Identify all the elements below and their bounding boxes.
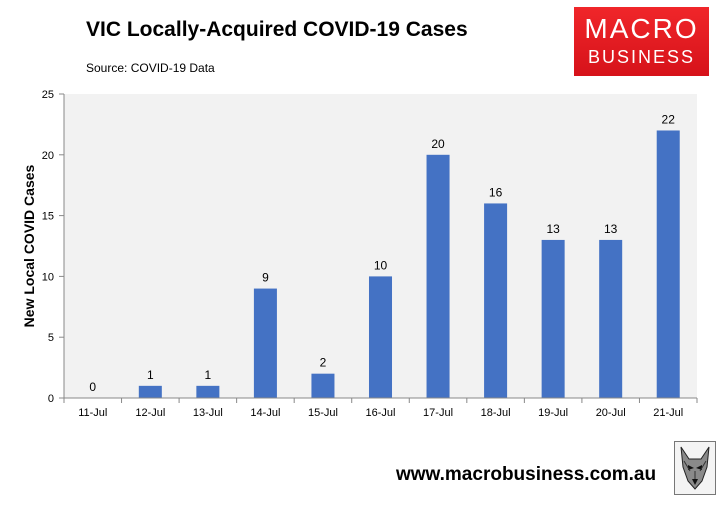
x-tick-label: 12-Jul	[135, 407, 165, 419]
logo-line-2: BUSINESS	[587, 47, 696, 67]
bar	[138, 385, 162, 398]
y-tick-label: 20	[42, 150, 54, 162]
bar	[541, 239, 565, 398]
x-tick-label: 16-Jul	[366, 407, 396, 419]
bar-data-label: 13	[546, 222, 560, 236]
y-tick-label: 10	[42, 271, 54, 283]
bar	[196, 385, 220, 398]
x-tick-label: 18-Jul	[481, 407, 511, 419]
bar	[311, 373, 335, 398]
y-tick-label: 15	[42, 211, 54, 223]
website-url: www.macrobusiness.com.au	[396, 464, 657, 485]
x-tick-label: 21-Jul	[653, 407, 683, 419]
x-tick-label: 14-Jul	[250, 407, 280, 419]
wolf-icon	[674, 441, 716, 495]
x-tick-label: 13-Jul	[193, 407, 223, 419]
y-axis-title: New Local COVID Cases	[21, 164, 37, 327]
x-tick-label: 11-Jul	[78, 407, 107, 419]
x-tick-label: 19-Jul	[538, 407, 568, 419]
bar-data-label: 20	[431, 137, 445, 151]
bar-data-label: 9	[262, 271, 269, 285]
y-tick-label: 0	[48, 393, 54, 405]
y-tick-label: 25	[42, 89, 54, 101]
bar	[656, 130, 680, 399]
bar	[253, 288, 277, 398]
x-tick-label: 17-Jul	[423, 407, 453, 419]
bar-data-label: 0	[89, 380, 96, 394]
chart-source: Source: COVID-19 Data	[86, 61, 215, 75]
bar-data-label: 1	[147, 368, 154, 382]
chart-title: VIC Locally-Acquired COVID-19 Cases	[86, 18, 468, 41]
bar	[368, 276, 393, 398]
bar	[599, 239, 623, 398]
y-tick-label: 5	[48, 332, 54, 344]
bar-data-label: 16	[489, 185, 503, 199]
macrobusiness-logo: MACRO BUSINESS	[574, 7, 709, 76]
bar-data-label: 1	[205, 368, 212, 382]
bar	[426, 154, 450, 398]
bar-data-label: 2	[320, 356, 327, 370]
bar-data-label: 22	[662, 112, 676, 126]
logo-line-1: MACRO	[584, 13, 699, 44]
x-tick-label: 20-Jul	[596, 407, 626, 419]
bar	[484, 203, 508, 398]
x-tick-label: 15-Jul	[308, 407, 338, 419]
bar-data-label: 10	[374, 258, 388, 272]
bar-data-label: 13	[604, 222, 618, 236]
